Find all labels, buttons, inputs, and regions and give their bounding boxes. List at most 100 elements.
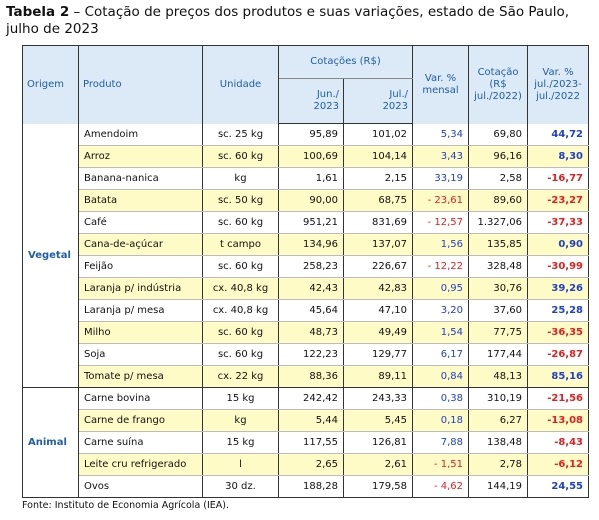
value-cell: 89,11 <box>342 365 414 388</box>
value-cell: 47,10 <box>342 299 414 322</box>
product-cell: Café <box>78 211 203 234</box>
value-cell: - 23,61 <box>412 189 470 212</box>
value-cell: 45,64 <box>278 299 344 322</box>
table-row: Tomate p/ mesa cx. 22 kg 88,36 89,11 0,84 48,… <box>23 365 590 388</box>
value-cell: 134,96 <box>278 233 344 256</box>
value-cell: 117,55 <box>278 431 344 454</box>
value-cell: 5,34 <box>412 123 470 146</box>
header-cell: Unidade <box>202 45 279 124</box>
value-cell: 258,23 <box>278 255 344 278</box>
value-cell: 3,43 <box>412 145 470 168</box>
table-row: Ovos 30 dz. 188,28 179,58- 4,62 144,19 24,55 <box>23 475 590 498</box>
value-cell: 5,45 <box>342 409 414 432</box>
value-cell: 242,42 <box>278 387 344 410</box>
value-cell: 69,80 <box>468 123 529 146</box>
unit-cell: sc. 50 kg <box>202 189 279 212</box>
value-cell: -8,43 <box>527 431 590 454</box>
unit-cell: cx. 22 kg <box>202 365 279 388</box>
table-row: Leite cru refrigerado l 2,65 2,61- 1,51 2,78… <box>23 453 590 476</box>
value-cell: 2,65 <box>278 453 344 476</box>
unit-cell: 15 kg <box>202 387 279 410</box>
value-cell: 328,48 <box>468 255 529 278</box>
value-cell: -36,35 <box>527 321 590 344</box>
table-row: Laranja p/ mesa cx. 40,8 kg 45,64 47,10 3,20… <box>23 299 590 322</box>
unit-cell: sc. 60 kg <box>202 321 279 344</box>
value-cell: 37,60 <box>468 299 529 322</box>
value-cell: -30,99 <box>527 255 590 278</box>
product-cell: Milho <box>78 321 203 344</box>
table-body: Vegetal Amendoim sc. 25 kg 95,89 101,02 5,34 6… <box>22 123 590 498</box>
table-row: Batata sc. 50 kg 90,00 68,75- 23,61 89,60 -23… <box>23 189 590 212</box>
product-cell: Tomate p/ mesa <box>78 365 203 388</box>
value-cell: 135,85 <box>468 233 529 256</box>
product-cell: Carne suína <box>78 431 203 454</box>
value-cell: 42,43 <box>278 277 344 300</box>
value-cell: - 4,62 <box>412 475 470 498</box>
product-cell: Cana-de-açúcar <box>78 233 203 256</box>
value-cell: - 1,51 <box>412 453 470 476</box>
unit-cell: sc. 60 kg <box>202 145 279 168</box>
header-cell: Jul./ 2023 <box>342 78 414 124</box>
value-cell: 1,61 <box>278 167 344 190</box>
value-cell: 95,89 <box>278 123 344 146</box>
value-cell: 177,44 <box>468 343 529 366</box>
product-cell: Leite cru refrigerado <box>78 453 203 476</box>
value-cell: 0,84 <box>412 365 470 388</box>
value-cell: 179,58 <box>342 475 414 498</box>
value-cell: 49,49 <box>342 321 414 344</box>
value-cell: -26,87 <box>527 343 590 366</box>
value-cell: 310,19 <box>468 387 529 410</box>
product-cell: Laranja p/ mesa <box>78 299 203 322</box>
value-cell: 30,76 <box>468 277 529 300</box>
value-cell: 2,78 <box>468 453 529 476</box>
table-row: Café sc. 60 kg 951,21 831,69- 12,57 1.327,06… <box>23 211 590 234</box>
product-cell: Arroz <box>78 145 203 168</box>
title-text: – Cotação de preços dos produtos e suas … <box>6 4 570 37</box>
value-cell: 0,38 <box>412 387 470 410</box>
value-cell: 188,28 <box>278 475 344 498</box>
value-cell: 3,20 <box>412 299 470 322</box>
header-cell: Var. % jul./2023- jul./2022 <box>527 45 590 124</box>
table-row: Soja sc. 60 kg 122,23 129,77 6,17 177,44 -26,8… <box>23 343 590 366</box>
value-cell: 90,00 <box>278 189 344 212</box>
value-cell: 6,17 <box>412 343 470 366</box>
value-cell: 122,23 <box>278 343 344 366</box>
value-cell: 126,81 <box>342 431 414 454</box>
value-cell: 101,02 <box>342 123 414 146</box>
unit-cell: cx. 40,8 kg <box>202 277 279 300</box>
table-row: Cana-de-açúcar t campo 134,96 137,07 1,56 135… <box>23 233 590 256</box>
table-row: Carne de frango kg 5,44 5,45 0,18 6,27 -13,08 <box>23 409 590 432</box>
table-title: Tabela 2 – Cotação de preços dos produto… <box>6 4 594 38</box>
value-cell: 2,61 <box>342 453 414 476</box>
value-cell: 33,19 <box>412 167 470 190</box>
header-cell: Produto <box>78 45 203 124</box>
value-cell: 48,73 <box>278 321 344 344</box>
value-cell: 1.327,06 <box>468 211 529 234</box>
value-cell: 42,83 <box>342 277 414 300</box>
unit-cell: l <box>202 453 279 476</box>
title-label: Tabela 2 <box>6 4 70 20</box>
unit-cell: sc. 25 kg <box>202 123 279 146</box>
unit-cell: 15 kg <box>202 431 279 454</box>
table-row: Vegetal Amendoim sc. 25 kg 95,89 101,02 5,34 6… <box>22 123 590 388</box>
value-cell: -6,12 <box>527 453 590 476</box>
value-cell: 77,75 <box>468 321 529 344</box>
value-cell: 0,90 <box>527 233 590 256</box>
value-cell: 243,33 <box>342 387 414 410</box>
product-cell: Batata <box>78 189 203 212</box>
value-cell: 144,19 <box>468 475 529 498</box>
product-cell: Carne de frango <box>78 409 203 432</box>
table-row: Banana-nanica kg 1,61 2,15 33,19 2,58 -16,77 <box>23 167 590 190</box>
unit-cell: cx. 40,8 kg <box>202 299 279 322</box>
value-cell: -13,08 <box>527 409 590 432</box>
product-cell: Banana-nanica <box>78 167 203 190</box>
table-row: Arroz sc. 60 kg 100,69 104,14 3,43 96,16 8,30 <box>23 145 590 168</box>
value-cell: - 12,22 <box>412 255 470 278</box>
value-cell: 138,48 <box>468 431 529 454</box>
product-cell: Amendoim <box>78 123 203 146</box>
value-cell: 85,16 <box>527 365 590 388</box>
value-cell: 48,13 <box>468 365 529 388</box>
unit-cell: t campo <box>202 233 279 256</box>
value-cell: 5,44 <box>278 409 344 432</box>
